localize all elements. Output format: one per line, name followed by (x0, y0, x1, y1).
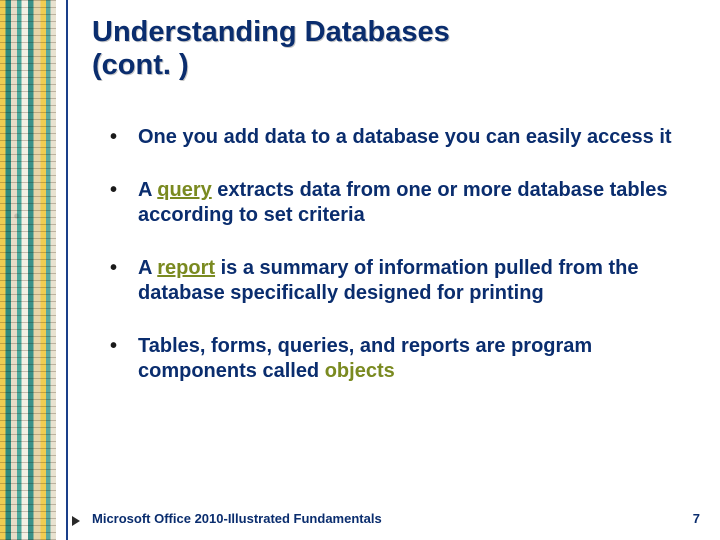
keyword-report: report (157, 257, 215, 279)
bullet-text: Tables, forms, queries, and reports are … (138, 335, 592, 382)
keyword-query: query (157, 179, 211, 201)
keyword-objects: objects (325, 360, 395, 382)
bullet-item: A query extracts data from one or more d… (110, 178, 696, 228)
footer-text: Microsoft Office 2010-Illustrated Fundam… (92, 511, 382, 526)
bullet-text: A query extracts data from one or more d… (138, 179, 667, 226)
play-icon (72, 516, 80, 526)
bullet-list: One you add data to a database you can e… (92, 125, 696, 384)
bullet-item: A report is a summary of information pul… (110, 256, 696, 306)
title-line-2: (cont. ) (92, 49, 189, 81)
bullet-text: A report is a summary of information pul… (138, 257, 638, 304)
title-line-1: Understanding Databases (92, 16, 450, 48)
vertical-rule (66, 0, 68, 540)
bullet-text: One you add data to a database you can e… (138, 126, 672, 148)
slide-title: Understanding Databases (cont. ) (92, 16, 696, 83)
slide-content: Understanding Databases (cont. ) One you… (92, 16, 696, 516)
decorative-left-strip (0, 0, 56, 540)
page-number: 7 (693, 511, 700, 526)
bullet-item: Tables, forms, queries, and reports are … (110, 334, 696, 384)
bullet-item: One you add data to a database you can e… (110, 125, 696, 150)
